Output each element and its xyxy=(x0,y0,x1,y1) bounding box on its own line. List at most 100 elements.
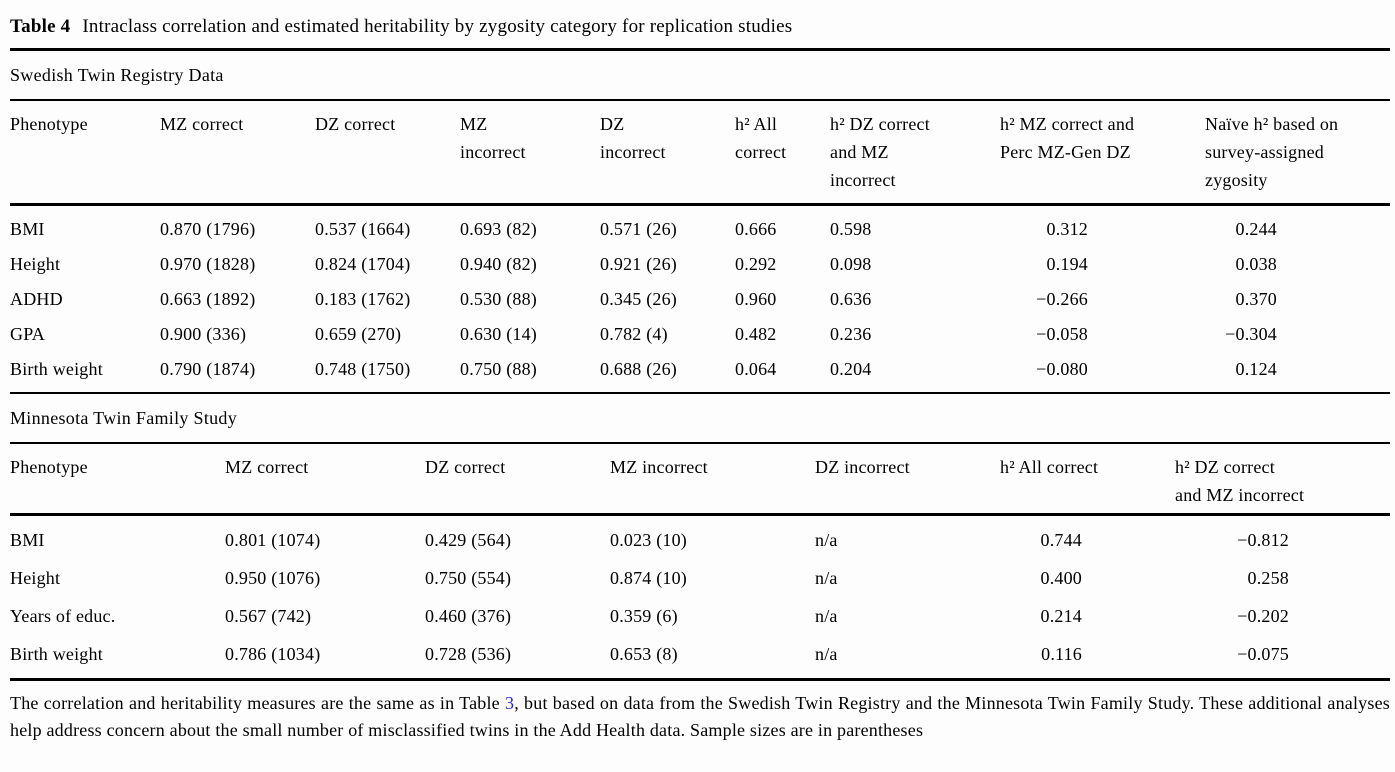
column-header: Naïve h² based on survey-assigned zygosi… xyxy=(1205,114,1339,190)
table-body: BMI 0.801 (1074) 0.429 (564) 0.023 (10) n/a 0… xyxy=(10,515,1390,680)
table-3-link[interactable]: 3 xyxy=(505,693,515,713)
header-row: Phenotype MZ correct DZ correct MZ incorrec… xyxy=(10,443,1390,515)
cell: 0.571 (26) xyxy=(600,218,677,239)
cell: 0.663 (1892) xyxy=(160,288,256,309)
cell: n/a xyxy=(815,606,838,626)
cell: −0.266 xyxy=(1036,288,1088,309)
cell: 0.567 (742) xyxy=(225,606,312,626)
cell: n/a xyxy=(815,568,838,588)
table-row: Years of educ. 0.567 (742) 0.460 (376) 0.35… xyxy=(10,597,1390,635)
column-header: MZ incorrect xyxy=(460,114,526,162)
row-label: Height xyxy=(10,253,61,274)
cell: 0.688 (26) xyxy=(600,358,677,379)
table-title: Table 4 Intraclass correlation and estima… xyxy=(10,10,1390,48)
cell: 0.460 (376) xyxy=(425,606,512,626)
row-label: BMI xyxy=(10,218,45,239)
cell: 0.359 (6) xyxy=(610,606,678,626)
cell: 0.960 xyxy=(735,288,777,309)
row-label: BMI xyxy=(10,530,45,550)
cell: 0.400 xyxy=(1040,568,1082,588)
cell: 0.870 (1796) xyxy=(160,218,256,239)
row-label: GPA xyxy=(10,323,45,344)
cell: 0.790 (1874) xyxy=(160,358,256,379)
cell: 0.482 xyxy=(735,323,777,344)
cell: 0.116 xyxy=(1041,644,1082,664)
table-row: Birth weight 0.786 (1034) 0.728 (536) 0.653… xyxy=(10,635,1390,680)
table-header: Phenotype MZ correct DZ correct MZ incorrec… xyxy=(10,443,1390,515)
cell: 0.900 (336) xyxy=(160,323,247,344)
row-label: Birth weight xyxy=(10,358,103,379)
cell: 0.744 xyxy=(1040,530,1082,550)
section-label-swedish: Swedish Twin Registry Data xyxy=(10,65,224,85)
cell: 0.098 xyxy=(830,253,872,274)
cell: 0.023 (10) xyxy=(610,530,687,550)
column-header: MZ correct xyxy=(225,456,309,477)
cell: 0.292 xyxy=(735,253,777,274)
cell: 0.038 xyxy=(1235,253,1277,274)
cell: 0.598 xyxy=(830,218,872,239)
table-row: Height 0.970 (1828) 0.824 (1704) 0.940 (82)… xyxy=(10,246,1390,281)
column-header: Phenotype xyxy=(10,114,88,134)
cell: 0.530 (88) xyxy=(460,288,537,309)
footnote-text-after: , but based on data from the Swedish Twi… xyxy=(10,693,1390,740)
cell: 0.750 (554) xyxy=(425,568,512,588)
minnesota-twin-family-table: Phenotype MZ correct DZ correct MZ incorrec… xyxy=(10,441,1390,682)
row-label: ADHD xyxy=(10,288,63,309)
cell: 0.630 (14) xyxy=(460,323,537,344)
cell: 0.748 (1750) xyxy=(315,358,411,379)
cell: −0.812 xyxy=(1237,530,1289,550)
cell: 0.236 xyxy=(830,323,872,344)
cell: 0.824 (1704) xyxy=(315,253,411,274)
cell: 0.693 (82) xyxy=(460,218,537,239)
column-header: DZ correct xyxy=(315,114,396,134)
cell: 0.258 xyxy=(1247,568,1289,588)
table-title-text: Intraclass correlation and estimated her… xyxy=(82,16,793,37)
swedish-twin-registry-table: Phenotype MZ correct DZ correct MZ incorrec… xyxy=(10,99,1390,394)
column-header: h² DZ correct and MZ incorrect xyxy=(830,114,930,190)
table-number: Table 4 xyxy=(10,16,71,37)
cell: 0.345 (26) xyxy=(600,288,677,309)
footnote-text-before: The correlation and heritability measure… xyxy=(10,693,505,713)
cell: 0.183 (1762) xyxy=(315,288,411,309)
header-row: Phenotype MZ correct DZ correct MZ incorrec… xyxy=(10,100,1390,204)
table-row: ADHD 0.663 (1892) 0.183 (1762) 0.530 (88) 0.… xyxy=(10,281,1390,316)
cell: 0.370 xyxy=(1235,288,1277,309)
cell: n/a xyxy=(815,644,838,664)
cell: 0.064 xyxy=(735,358,777,379)
cell: 0.666 xyxy=(735,218,777,239)
cell: n/a xyxy=(815,530,838,550)
cell: −0.080 xyxy=(1036,358,1088,379)
cell: 0.204 xyxy=(830,358,872,379)
column-header: MZ incorrect xyxy=(610,456,708,477)
cell: −0.202 xyxy=(1237,606,1289,626)
row-label: Years of educ. xyxy=(10,606,116,626)
cell: 0.659 (270) xyxy=(315,323,402,344)
table-row: Height 0.950 (1076) 0.750 (554) 0.874 (10) n… xyxy=(10,559,1390,597)
cell: 0.312 xyxy=(1046,218,1088,239)
column-header: DZ incorrect xyxy=(815,456,910,477)
cell: 0.970 (1828) xyxy=(160,253,256,274)
cell: 0.244 xyxy=(1235,218,1277,239)
column-header: MZ correct xyxy=(160,114,244,134)
cell: 0.429 (564) xyxy=(425,530,512,550)
column-header: Phenotype xyxy=(10,456,88,477)
table-row: GPA 0.900 (336) 0.659 (270) 0.630 (14) 0.782… xyxy=(10,316,1390,351)
cell: 0.940 (82) xyxy=(460,253,537,274)
cell: −0.058 xyxy=(1036,323,1088,344)
cell: 0.636 xyxy=(830,288,872,309)
cell: 0.194 xyxy=(1046,253,1088,274)
column-header: DZ correct xyxy=(425,456,506,477)
cell: 0.537 (1664) xyxy=(315,218,411,239)
cell: 0.921 (26) xyxy=(600,253,677,274)
table-footnote: The correlation and heritability measure… xyxy=(10,681,1390,744)
cell: 0.750 (88) xyxy=(460,358,537,379)
table-row: Birth weight 0.790 (1874) 0.748 (1750) 0.75… xyxy=(10,351,1390,393)
cell: 0.653 (8) xyxy=(610,644,678,664)
column-header: DZ incorrect xyxy=(600,114,666,162)
table-body: BMI 0.870 (1796) 0.537 (1664) 0.693 (82) 0.5… xyxy=(10,204,1390,393)
cell: −0.304 xyxy=(1225,323,1277,344)
table-header: Phenotype MZ correct DZ correct MZ incorrec… xyxy=(10,100,1390,204)
cell: 0.874 (10) xyxy=(610,568,687,588)
table-row: BMI 0.801 (1074) 0.429 (564) 0.023 (10) n/a 0… xyxy=(10,515,1390,560)
